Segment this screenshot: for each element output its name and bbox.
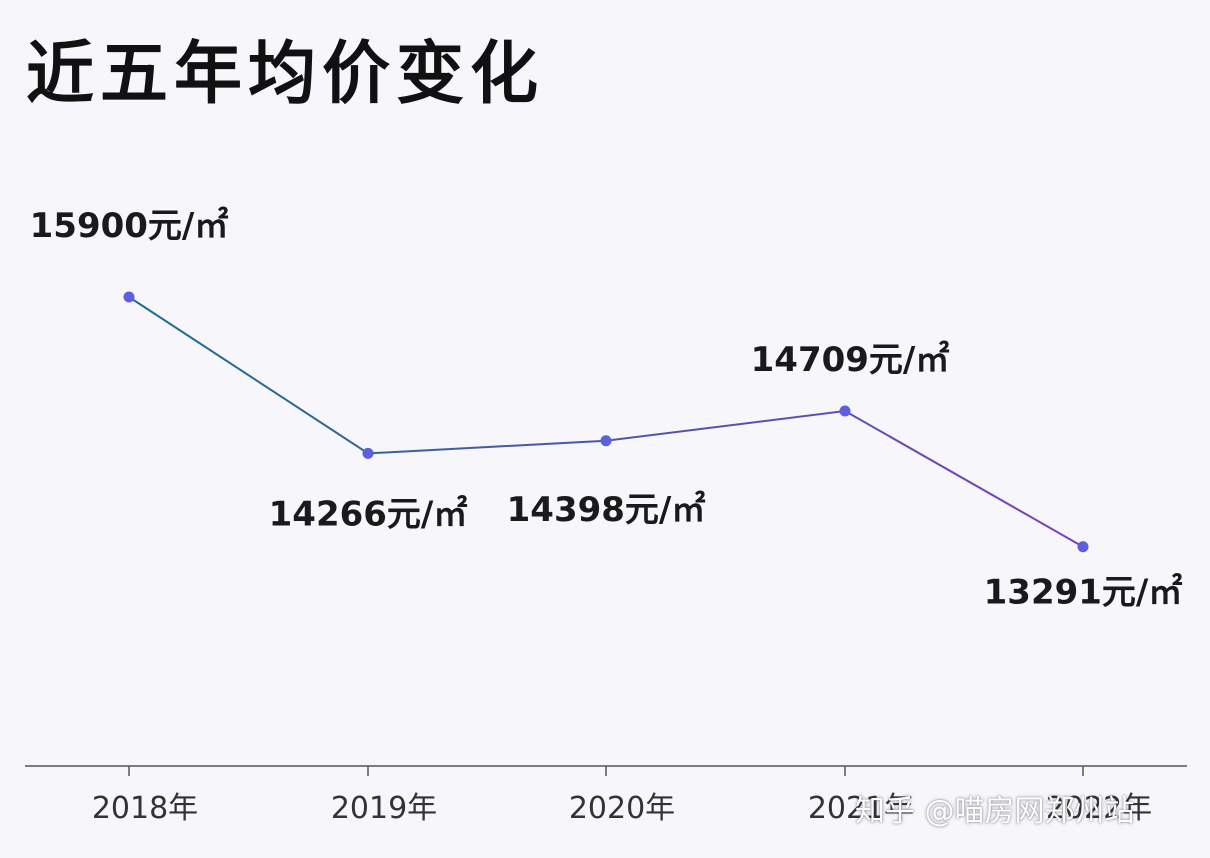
data-label: 14398元/㎡ [507, 490, 706, 530]
x-tick-label: 2018年 [92, 791, 198, 826]
data-point [839, 405, 851, 417]
data-point [362, 447, 374, 459]
data-label: 14266元/㎡ [269, 494, 468, 534]
x-tick-label: 2022年 [1046, 791, 1152, 826]
data-label: 13291元/㎡ [984, 573, 1183, 613]
chart-title: 近五年均价变化 [26, 35, 545, 114]
x-tick-label: 2020年 [569, 791, 675, 826]
data-point [1077, 541, 1089, 553]
x-tick-label: 2021年 [808, 791, 914, 826]
data-point [123, 291, 135, 303]
data-label: 14709元/㎡ [751, 340, 950, 380]
data-point [600, 435, 612, 447]
data-label: 15900元/㎡ [30, 206, 229, 246]
watermark: 知乎 @喵房网郑州站 [855, 794, 1135, 829]
x-tick-label: 2019年 [331, 791, 437, 826]
